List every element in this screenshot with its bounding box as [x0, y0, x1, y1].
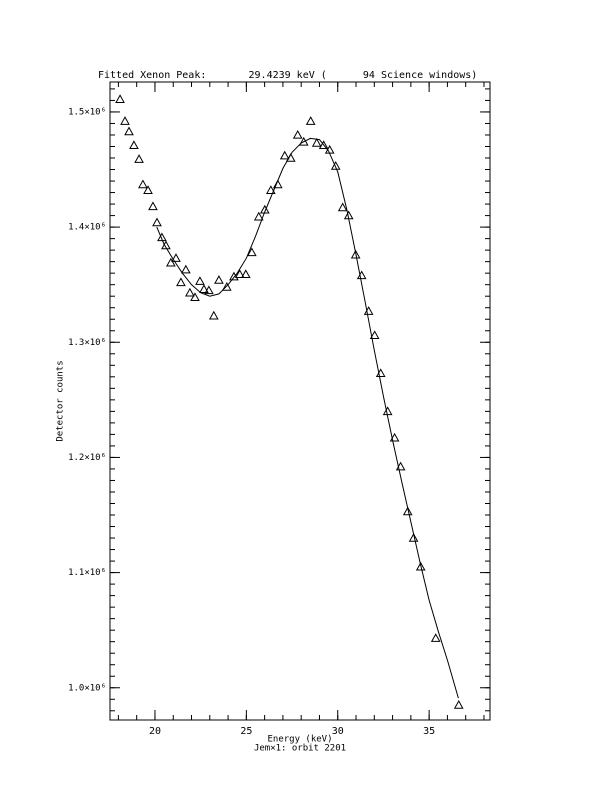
data-point [318, 140, 329, 150]
x-tick-label: 30 [332, 726, 344, 737]
chart-title: Fitted Xenon Peak: 29.4239 keV ( 94 Scie… [98, 70, 477, 81]
data-point [221, 281, 232, 291]
data-point [292, 129, 303, 139]
data-point [138, 179, 148, 189]
data-point [240, 269, 251, 279]
data-point [415, 561, 426, 571]
data-point [143, 185, 153, 194]
data-point [389, 432, 400, 442]
data-point [430, 633, 441, 642]
data-point [181, 264, 191, 274]
data-point [185, 287, 195, 297]
data-point [253, 211, 264, 221]
y-tick-label: 1.1×10⁶ [68, 568, 106, 578]
data-point [171, 253, 181, 262]
data-point [402, 506, 413, 516]
data-point [234, 269, 245, 279]
data-point [265, 185, 276, 194]
data-point [152, 217, 162, 227]
fit-line [156, 137, 459, 699]
data-point [166, 257, 176, 267]
x-tick-label: 35 [423, 726, 435, 737]
plot-frame [109, 81, 491, 721]
y-tick-label: 1.2×10⁶ [68, 453, 106, 463]
data-point [408, 533, 419, 542]
data-point [161, 240, 171, 250]
data-point [134, 154, 144, 163]
x-tick-label: 20 [149, 726, 161, 737]
data-point [204, 285, 214, 295]
data-point [369, 330, 380, 340]
data-point [115, 94, 125, 103]
subtitle: Jem×1: orbit 2201 [254, 744, 346, 754]
y-tick-label: 1.3×10⁶ [68, 338, 106, 348]
data-point [246, 247, 257, 257]
x-tick-label: 25 [240, 726, 252, 737]
data-point [330, 161, 341, 170]
data-point [298, 136, 309, 146]
x-axis-label: Energy (keV) [267, 735, 332, 745]
data-point [157, 232, 167, 242]
data-point [279, 150, 290, 160]
data-point [195, 276, 205, 285]
data-point [199, 284, 209, 293]
data-point [129, 140, 139, 150]
data-point [208, 310, 219, 320]
data-point [350, 249, 361, 259]
data-point [214, 275, 224, 284]
data-point [124, 126, 134, 136]
y-tick-label: 1.4×10⁶ [68, 223, 106, 233]
y-axis-label: Detector counts [56, 360, 66, 441]
data-point [272, 179, 283, 189]
data-point [337, 202, 348, 212]
data-point [305, 116, 316, 125]
data-point [311, 138, 322, 147]
data-point [453, 699, 464, 709]
data-point [176, 277, 186, 287]
data-point [148, 201, 158, 211]
data-point [190, 292, 200, 302]
y-tick-label: 1.0×10⁶ [68, 683, 106, 693]
y-tick-label: 1.5×10⁶ [68, 107, 106, 117]
data-point [120, 116, 130, 125]
